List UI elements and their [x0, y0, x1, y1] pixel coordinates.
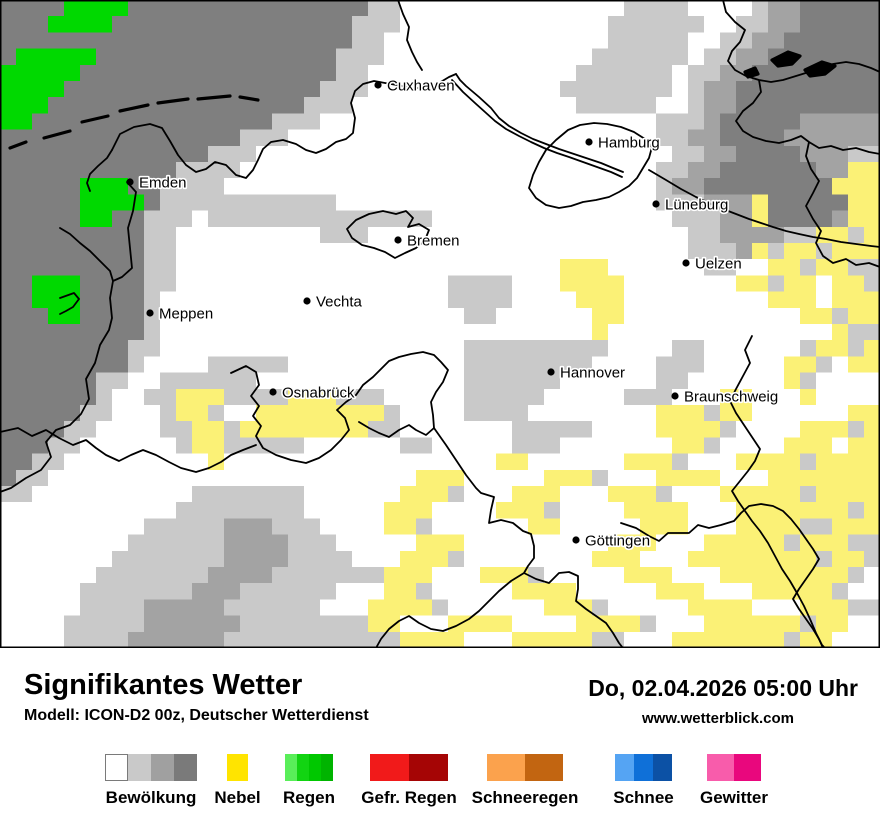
coast-islands [8, 50, 837, 150]
forecast-datetime: Do, 02.04.2026 05:00 Uhr [588, 675, 858, 701]
legend-group-nebel: Nebel [214, 754, 261, 814]
city-label: Hannover [560, 365, 625, 382]
osnabrueck-border [230, 351, 449, 464]
city-markers: Cuxhaven Hamburg Emden Lüneburg Bremen Uelzen… [126, 76, 780, 551]
legend-swatch [409, 754, 448, 781]
city-label: Braunschweig [684, 389, 778, 406]
weather-grid [0, 0, 880, 648]
legend-swatch [634, 754, 653, 781]
legend-label: Gewitter [699, 788, 769, 807]
legend-swatch [297, 754, 309, 781]
coastline [111, 73, 457, 179]
legend-swatch [227, 754, 248, 781]
city-marker: Osnabrück [269, 383, 357, 403]
city-marker: Hannover [547, 363, 627, 383]
legend-label: Schneeregen [471, 788, 579, 807]
city-marker: Bremen [394, 231, 461, 251]
city-label: Bremen [407, 233, 460, 250]
northeast-borders [722, 0, 880, 268]
legend-swatch [285, 754, 297, 781]
legend-group-schnee: Schnee [613, 754, 674, 814]
city-dot [547, 368, 555, 376]
city-label: Hamburg [598, 135, 660, 152]
city-marker: Uelzen [682, 254, 743, 274]
city-label: Emden [139, 175, 187, 192]
city-marker: Vechta [303, 292, 364, 312]
model-info: Modell: ICON-D2 00z, Deutscher Wetterdie… [24, 707, 369, 724]
legend-swatch [734, 754, 761, 781]
city-label: Osnabrück [282, 385, 355, 402]
legend-group-schneeregen: Schneeregen [472, 754, 578, 814]
bremen-border [346, 210, 430, 259]
city-label: Göttingen [585, 533, 650, 550]
legend-label: Nebel [214, 788, 261, 807]
city-dot [585, 138, 593, 146]
city-dot [652, 200, 660, 208]
weather-map: Cuxhaven Hamburg Emden Lüneburg Bremen Uelzen… [0, 0, 880, 648]
elbe-southeast [648, 169, 880, 248]
city-marker: Meppen [146, 304, 215, 324]
city-dot [572, 536, 580, 544]
legend-label: Bewölkung [105, 788, 197, 807]
legend-swatch [370, 754, 409, 781]
legend-group-regen: Regen [283, 754, 335, 814]
website-url: www.wetterblick.com [642, 710, 794, 727]
legend-label: Schnee [613, 788, 674, 807]
legend-swatch [487, 754, 525, 781]
city-label: Lüneburg [665, 197, 728, 214]
legend-swatch [309, 754, 321, 781]
map-borders [0, 0, 880, 648]
legend-group-gewitter: Gewitter [700, 754, 768, 814]
city-marker: Cuxhaven [374, 76, 456, 96]
south-central-border [375, 427, 624, 648]
city-marker: Lüneburg [652, 195, 730, 215]
legend-swatch [707, 754, 734, 781]
legend-swatch [105, 754, 128, 781]
map-frame [0, 0, 880, 648]
southeast-border [620, 503, 824, 648]
hamburg-border [528, 122, 653, 209]
legend-swatch [525, 754, 563, 781]
city-label: Vechta [316, 294, 363, 311]
legend-swatch [321, 754, 333, 781]
city-dot [394, 236, 402, 244]
top-border [397, 0, 423, 71]
dutch-border [0, 149, 137, 493]
city-dot [146, 309, 154, 317]
city-label: Uelzen [695, 256, 742, 273]
legend-label: Gefr. Regen [361, 788, 457, 807]
city-label: Cuxhaven [387, 78, 455, 95]
city-dot [303, 297, 311, 305]
legend-group-bew-lkung: Bewölkung [105, 754, 197, 814]
southwest-border [0, 427, 257, 473]
city-dot [671, 392, 679, 400]
city-marker: Hamburg [585, 133, 661, 153]
legend-swatch [653, 754, 672, 781]
city-marker: Göttingen [572, 531, 652, 551]
legend-label: Regen [283, 788, 335, 807]
elbe-river [451, 73, 624, 178]
city-dot [269, 388, 277, 396]
city-dot [126, 178, 134, 186]
legend-swatch [151, 754, 174, 781]
east-border [729, 335, 826, 648]
city-dot [682, 259, 690, 267]
weather-map-svg: Cuxhaven Hamburg Emden Lüneburg Bremen Uelzen… [0, 0, 880, 648]
city-marker: Emden [126, 173, 188, 193]
page-title: Signifikantes Wetter [24, 669, 303, 701]
legend-swatch [615, 754, 634, 781]
city-marker: Braunschweig [671, 387, 780, 407]
legend-swatch [174, 754, 197, 781]
legend-swatch [128, 754, 151, 781]
legend-group-gefr-regen: Gefr. Regen [361, 754, 457, 814]
city-label: Meppen [159, 306, 213, 323]
city-dot [374, 81, 382, 89]
